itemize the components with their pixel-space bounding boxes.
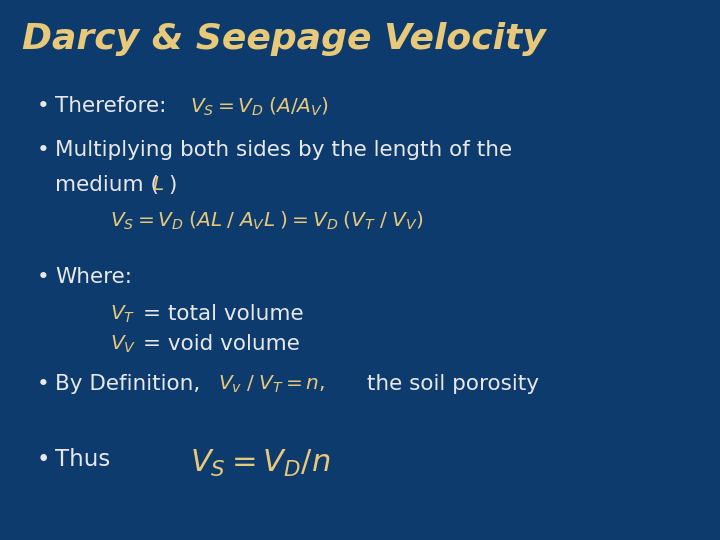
Text: = total volume: = total volume bbox=[143, 304, 304, 324]
Text: Therefore:: Therefore: bbox=[55, 96, 180, 116]
Text: •: • bbox=[37, 374, 50, 394]
Text: Darcy & Seepage Velocity: Darcy & Seepage Velocity bbox=[22, 22, 546, 56]
Text: $V_S = V_D \;( AL \;/ \;A_V L \;) = V_D\;( V_T \;/\; V_V )$: $V_S = V_D \;( AL \;/ \;A_V L \;) = V_D\… bbox=[110, 210, 423, 232]
Text: $\mathbf{\mathit{V_S = V_D/ n}}$: $\mathbf{\mathit{V_S = V_D/ n}}$ bbox=[190, 448, 330, 479]
Text: medium (: medium ( bbox=[55, 175, 159, 195]
Text: the soil porosity: the soil porosity bbox=[360, 374, 539, 394]
Text: $V_V$: $V_V$ bbox=[110, 334, 136, 355]
Text: Where:: Where: bbox=[55, 267, 132, 287]
Text: By Definition,: By Definition, bbox=[55, 374, 214, 394]
Text: •: • bbox=[37, 140, 50, 160]
Text: = void volume: = void volume bbox=[143, 334, 300, 354]
Text: ): ) bbox=[168, 175, 176, 195]
Text: $V_T$: $V_T$ bbox=[110, 304, 135, 325]
Text: •: • bbox=[37, 448, 50, 471]
Text: •: • bbox=[37, 96, 50, 116]
Text: Multiplying both sides by the length of the: Multiplying both sides by the length of … bbox=[55, 140, 512, 160]
Text: $V_S = V_D \;( A/A_V)$: $V_S = V_D \;( A/A_V)$ bbox=[190, 96, 329, 118]
Text: $V_v \;/\; V_T = n,$: $V_v \;/\; V_T = n,$ bbox=[218, 374, 325, 395]
Text: •: • bbox=[37, 267, 50, 287]
Text: $L$: $L$ bbox=[152, 175, 164, 194]
Text: Thus: Thus bbox=[55, 448, 110, 471]
